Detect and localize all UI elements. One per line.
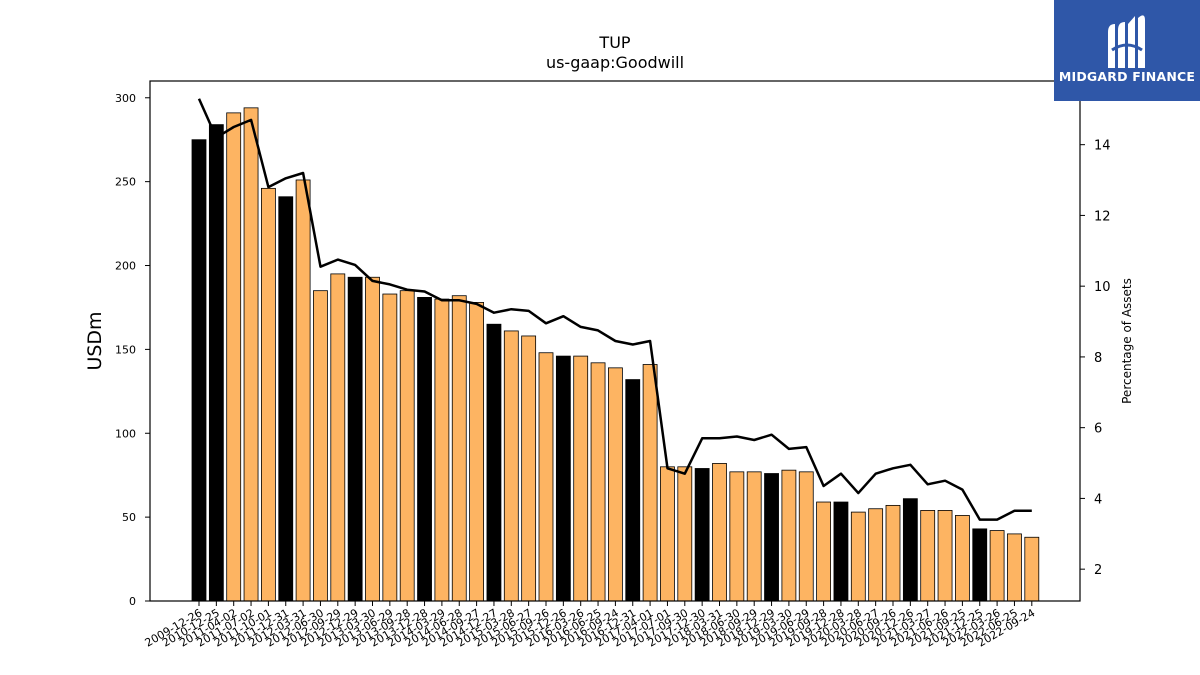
x-axis: 2009-12-262010-12-252011-04-022011-07-02… <box>143 601 1037 650</box>
y-tick-label: 200 <box>115 260 136 273</box>
bar-2021-12-25 <box>972 528 988 602</box>
bar-2021-03-27 <box>920 510 936 602</box>
bar-2019-06-29 <box>798 471 814 602</box>
y-tick-label: 150 <box>115 343 136 356</box>
bar-2021-06-26 <box>937 510 953 602</box>
y-right-tick-label: 12 <box>1094 209 1111 224</box>
y-right-tick-label: 2 <box>1094 563 1102 578</box>
chart-subtitle: us-gaap:Goodwill <box>546 53 684 72</box>
bar-2017-04-01 <box>642 364 658 602</box>
logo-mark-icon <box>1108 15 1145 68</box>
bar-2022-09-24 <box>1024 536 1040 602</box>
brand-logo: MIDGARD FINANCE <box>1054 0 1200 101</box>
bar-2017-12-30 <box>694 468 710 602</box>
bar-2022-03-26 <box>989 530 1005 602</box>
bar-2014-03-29 <box>434 298 450 602</box>
y-tick-label: 250 <box>115 176 136 189</box>
percent-of-assets-line <box>197 98 1032 521</box>
bar-2014-06-28 <box>451 295 467 602</box>
bar-2018-03-31 <box>712 463 727 602</box>
bar-2019-03-30 <box>781 469 797 602</box>
y-right-tick-label: 14 <box>1094 139 1111 154</box>
bar-2012-12-29 <box>347 276 363 602</box>
bar-2016-06-25 <box>590 362 606 602</box>
bar-2017-09-30 <box>677 466 693 602</box>
percent-line-series <box>197 98 1032 521</box>
bar-2011-10-01 <box>260 187 276 602</box>
bar-2022-06-25 <box>1007 533 1022 602</box>
y-tick-label: 50 <box>122 511 136 524</box>
bar-2015-03-28 <box>503 330 519 602</box>
bar-2014-09-27 <box>469 302 485 602</box>
bar-2015-06-27 <box>521 335 537 602</box>
y-right-tick-label: 8 <box>1094 351 1102 366</box>
bar-2012-06-30 <box>313 290 328 602</box>
y-tick-label: 100 <box>115 427 136 440</box>
bar-2018-06-30 <box>729 471 745 602</box>
bar-2009-12-26 <box>191 139 207 602</box>
bar-2013-03-30 <box>365 276 380 602</box>
bar-2015-12-26 <box>555 355 571 602</box>
y-axis-right: 2 4 6 8 10 12 14 <box>1080 139 1111 578</box>
bar-2020-03-28 <box>850 511 866 602</box>
bar-2019-09-28 <box>816 501 831 602</box>
chart-title: TUP <box>598 33 630 52</box>
bar-2020-06-27 <box>868 508 884 602</box>
logo-text: MIDGARD FINANCE <box>1058 69 1196 84</box>
bar-2012-09-29 <box>330 273 346 602</box>
bar-2020-09-26 <box>885 504 901 602</box>
bar-2013-12-28 <box>417 296 432 602</box>
bar-2016-03-26 <box>573 355 589 602</box>
bar-2013-09-28 <box>399 290 415 602</box>
bar-2018-12-29 <box>764 473 779 602</box>
bar-2011-04-02 <box>226 112 242 602</box>
bar-series <box>191 107 1040 602</box>
y-right-tick-label: 6 <box>1094 422 1102 437</box>
bar-2013-06-29 <box>382 293 398 602</box>
bar-2018-09-29 <box>746 471 762 602</box>
bar-2012-03-31 <box>295 179 311 602</box>
bar-2014-12-27 <box>486 323 502 602</box>
y-tick-label: 0 <box>129 595 136 608</box>
y-right-tick-label: 4 <box>1094 492 1102 507</box>
y-axis-label: USDm <box>84 311 106 370</box>
bar-2011-12-31 <box>278 196 294 602</box>
bar-2016-09-24 <box>608 367 623 602</box>
bar-2021-09-25 <box>955 515 970 602</box>
bar-2020-12-26 <box>902 498 918 602</box>
bar-2015-09-26 <box>538 352 554 602</box>
y-axis-left: 0 50 100 150 200 250 300 <box>115 92 150 608</box>
y-right-tick-label: 10 <box>1094 280 1111 295</box>
bar-2019-12-28 <box>833 501 849 602</box>
bar-2010-12-25 <box>208 124 224 602</box>
bar-2016-12-31 <box>625 379 641 602</box>
y-tick-label: 300 <box>115 92 136 105</box>
bar-2011-07-02 <box>243 107 259 602</box>
y-axis-right-label: Percentage of Assets <box>1120 278 1134 404</box>
bar-2017-07-01 <box>660 466 675 602</box>
